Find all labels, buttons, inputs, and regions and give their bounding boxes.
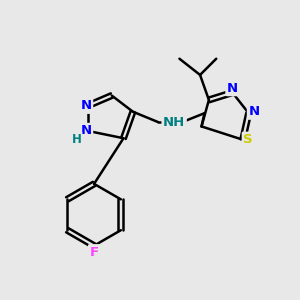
Text: N: N (80, 124, 92, 137)
Text: NH: NH (163, 116, 185, 128)
Text: H: H (71, 133, 81, 146)
Text: N: N (248, 105, 260, 118)
Text: F: F (89, 246, 99, 259)
Text: N: N (80, 99, 92, 112)
Text: N: N (227, 82, 238, 95)
Text: S: S (243, 133, 253, 146)
